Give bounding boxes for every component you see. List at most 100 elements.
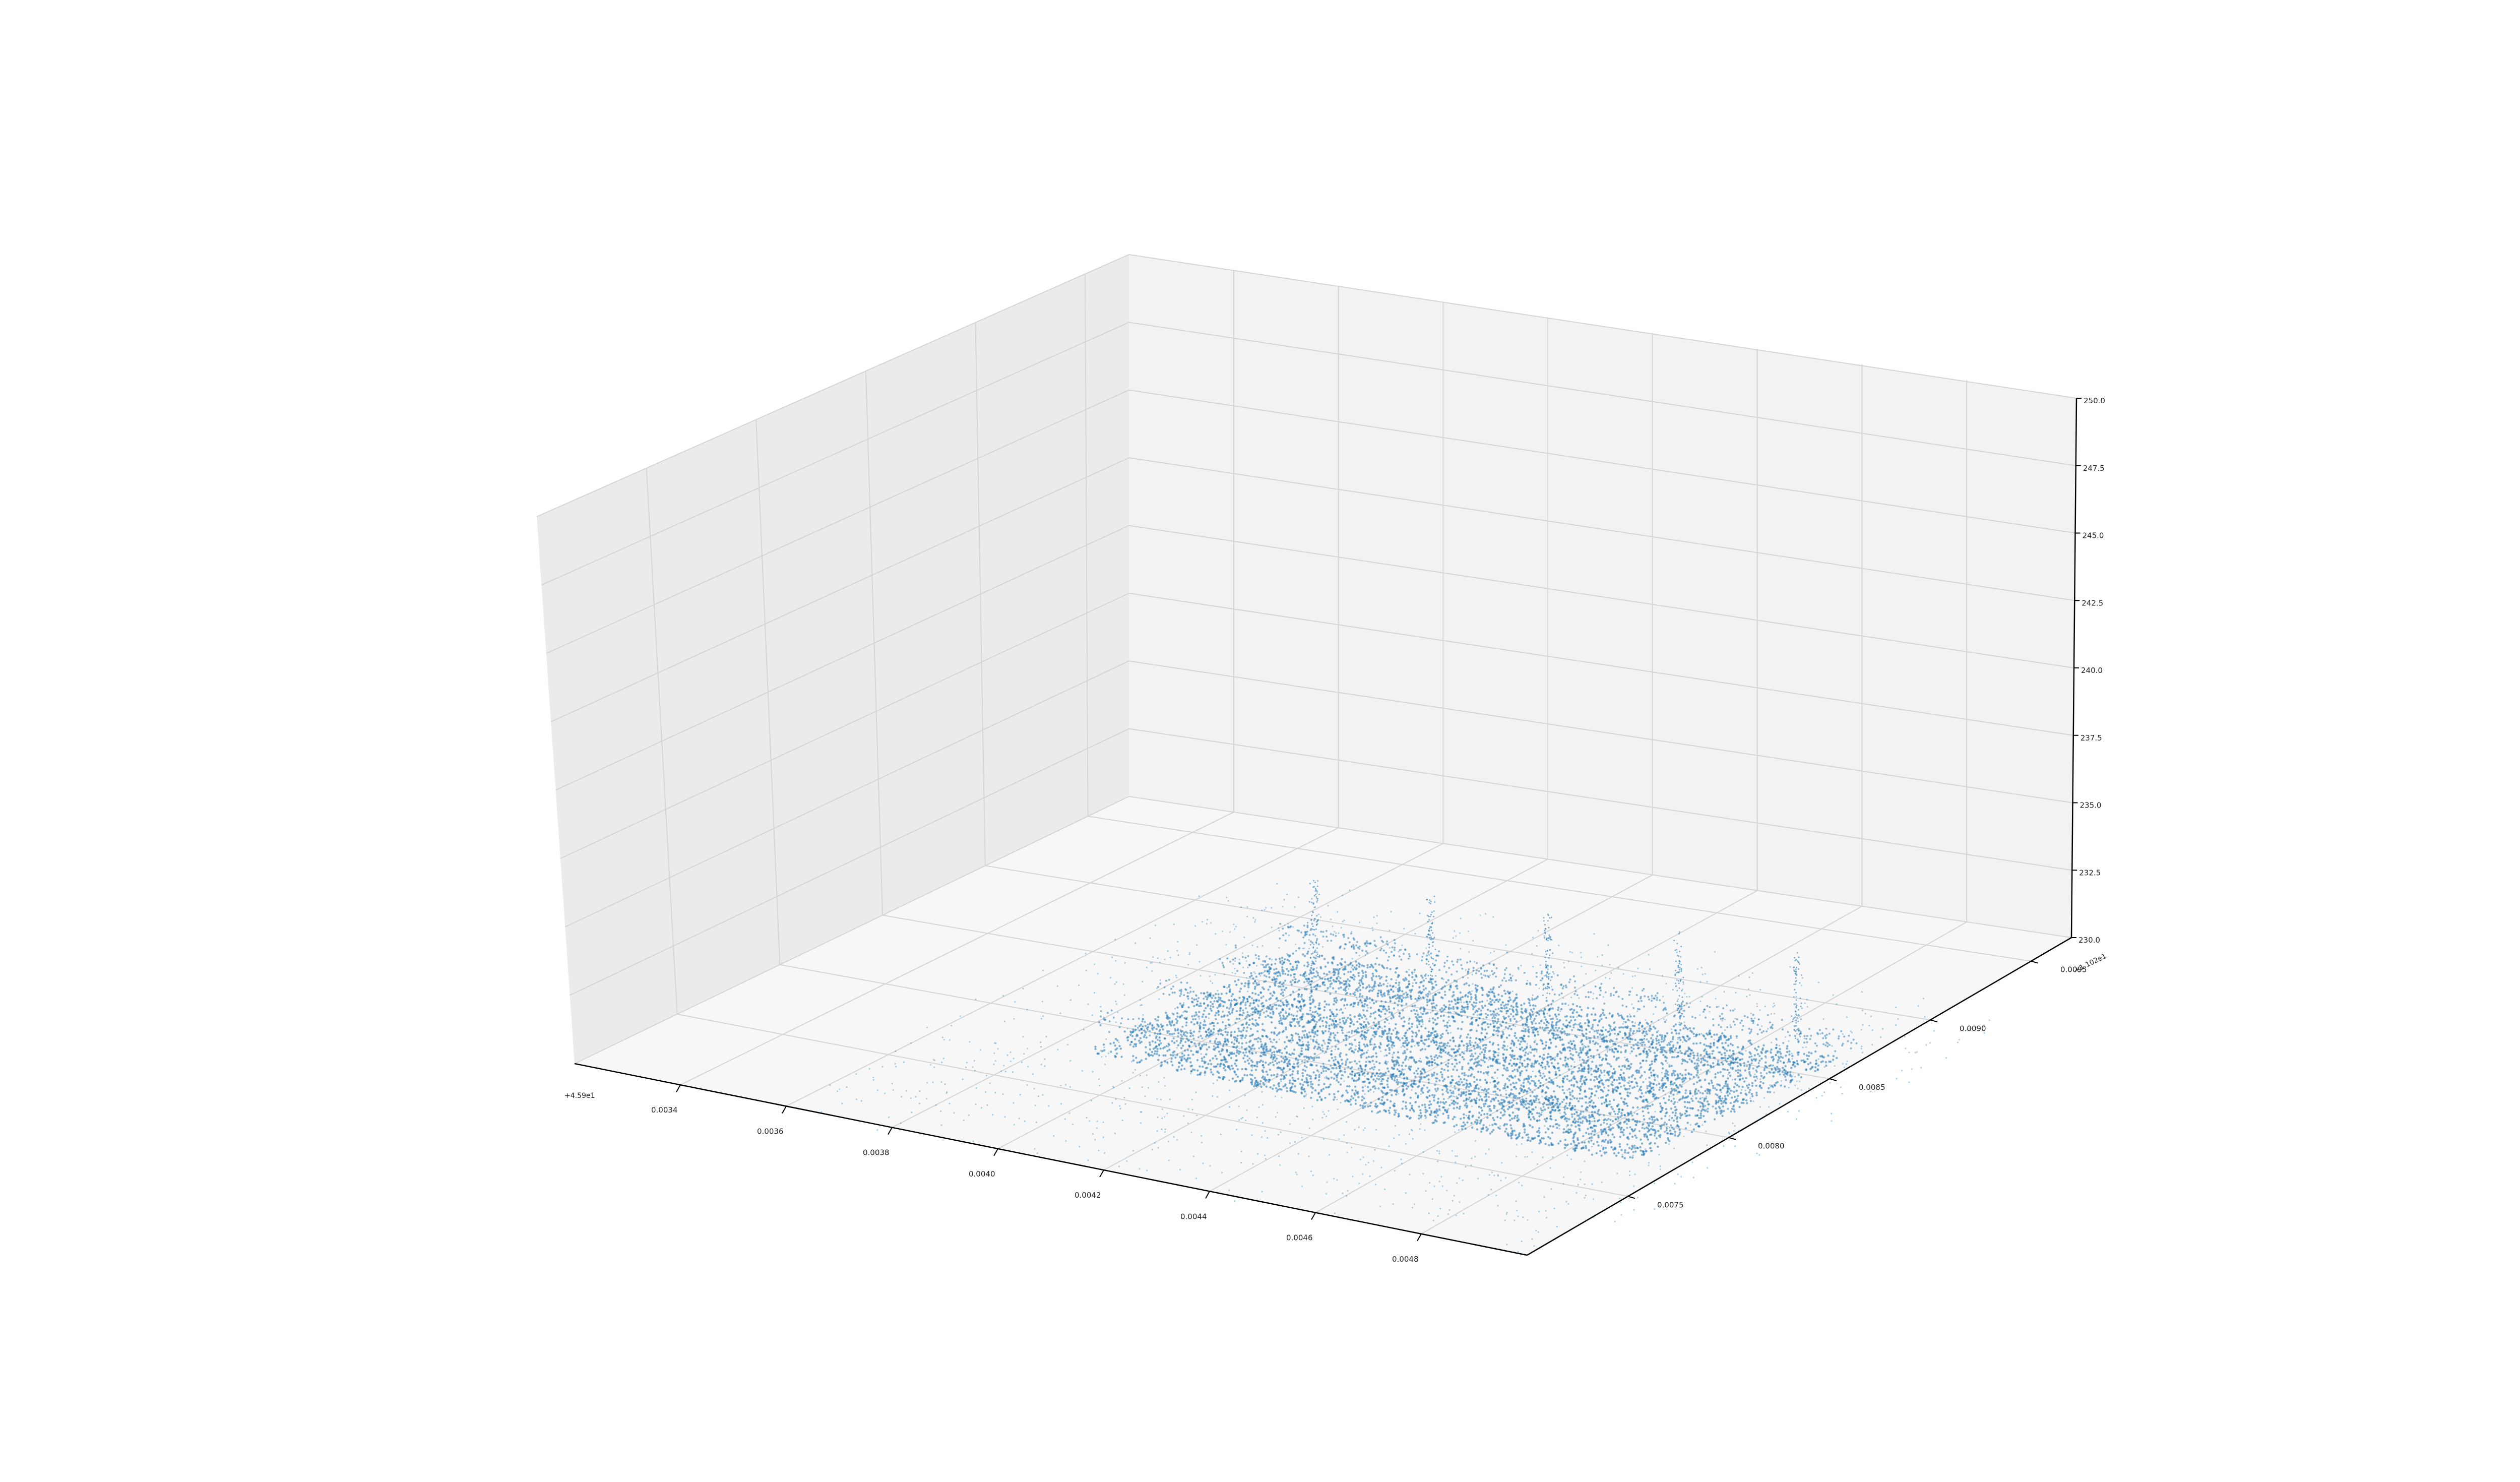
data-point — [1405, 1065, 1407, 1067]
data-point — [1422, 984, 1425, 987]
data-point — [1391, 1089, 1393, 1091]
data-point — [1431, 1009, 1434, 1012]
y-axis-line — [1527, 937, 2072, 1256]
data-point — [1549, 1125, 1552, 1128]
data-point — [1405, 1031, 1408, 1034]
data-point — [1730, 1110, 1732, 1113]
data-point — [1486, 1117, 1489, 1119]
data-point — [1649, 1064, 1651, 1067]
data-point — [1576, 1114, 1579, 1117]
data-point — [1144, 1025, 1147, 1027]
data-point — [1627, 1060, 1629, 1063]
data-point — [1661, 1051, 1663, 1054]
data-point — [1358, 1041, 1361, 1044]
data-point — [1235, 999, 1238, 1002]
data-point — [1453, 1020, 1455, 1022]
data-point — [1347, 1076, 1350, 1078]
data-point — [1364, 971, 1367, 973]
data-point — [1349, 1014, 1352, 1017]
data-point — [1469, 1042, 1471, 1044]
data-point — [1464, 1124, 1466, 1126]
data-point — [1509, 999, 1512, 1001]
data-point — [1252, 977, 1254, 980]
data-point — [1305, 1079, 1308, 1081]
data-point — [1467, 995, 1469, 998]
data-point — [1394, 1060, 1397, 1062]
data-point — [1577, 1137, 1579, 1140]
data-point — [1349, 993, 1352, 996]
data-point — [1432, 999, 1435, 1001]
data-point — [1193, 1005, 1195, 1008]
data-point — [1307, 950, 1309, 953]
data-point — [1562, 1098, 1565, 1101]
data-point — [1470, 993, 1472, 996]
data-point — [1587, 1064, 1590, 1067]
data-point — [1496, 1034, 1499, 1037]
data-point — [1487, 1014, 1489, 1017]
data-point — [1491, 1124, 1494, 1126]
data-point — [1660, 1125, 1663, 1128]
data-point — [1414, 1101, 1417, 1103]
data-point — [1220, 993, 1223, 995]
data-point — [1479, 1122, 1481, 1125]
data-point — [1586, 1013, 1589, 1016]
data-point — [1532, 1029, 1534, 1031]
data-point — [1388, 1112, 1391, 1114]
data-point — [1791, 1055, 1794, 1057]
data-point — [1691, 1107, 1693, 1110]
data-point — [1746, 1084, 1748, 1087]
data-point — [1701, 1102, 1704, 1104]
data-point — [1430, 1110, 1433, 1113]
data-point — [1479, 1120, 1482, 1123]
data-point — [1138, 1039, 1141, 1042]
data-point — [1246, 1074, 1248, 1077]
data-point — [1658, 1082, 1661, 1085]
data-point — [1388, 1070, 1390, 1073]
data-point — [1649, 1122, 1652, 1124]
data-point — [1435, 1120, 1438, 1123]
data-point — [1408, 1065, 1411, 1068]
data-point — [1493, 1029, 1495, 1032]
data-point — [1199, 1002, 1202, 1005]
data-point — [1367, 1105, 1369, 1108]
data-point — [1230, 1057, 1232, 1060]
data-point — [1223, 1015, 1225, 1018]
data-point — [1516, 1115, 1519, 1117]
data-point — [1618, 1014, 1620, 1017]
data-point — [1709, 1032, 1712, 1035]
data-point — [1556, 1036, 1559, 1039]
data-point — [1230, 1033, 1233, 1036]
data-point — [1491, 999, 1494, 1002]
data-point — [1166, 1061, 1169, 1064]
data-point — [1354, 1072, 1356, 1075]
data-point — [1242, 1023, 1244, 1026]
data-point — [1402, 997, 1405, 999]
data-point — [1251, 1013, 1254, 1016]
data-point — [1516, 1117, 1519, 1119]
data-point — [1212, 1005, 1215, 1008]
data-point — [1501, 1046, 1504, 1049]
data-point — [1198, 1005, 1201, 1007]
data-point — [1641, 1153, 1643, 1156]
data-point — [1275, 967, 1278, 970]
data-point — [1726, 1069, 1729, 1071]
data-point — [1220, 1049, 1223, 1053]
data-point — [1115, 1052, 1118, 1055]
data-point — [1530, 1009, 1533, 1011]
data-point — [1203, 1020, 1206, 1023]
data-point — [1354, 968, 1357, 971]
data-point — [1463, 1113, 1465, 1116]
data-point — [1717, 1060, 1720, 1062]
data-point — [1226, 1033, 1229, 1036]
data-point — [1588, 1021, 1591, 1023]
data-point — [1427, 1078, 1430, 1081]
data-point — [1417, 991, 1420, 994]
data-point — [1493, 1106, 1495, 1109]
data-point — [1408, 1022, 1410, 1025]
data-point — [1449, 1081, 1452, 1084]
data-point — [1525, 1052, 1527, 1054]
data-point — [1514, 1075, 1517, 1078]
data-point — [1377, 990, 1380, 992]
data-point — [1160, 1064, 1163, 1067]
data-point — [1428, 1089, 1431, 1092]
